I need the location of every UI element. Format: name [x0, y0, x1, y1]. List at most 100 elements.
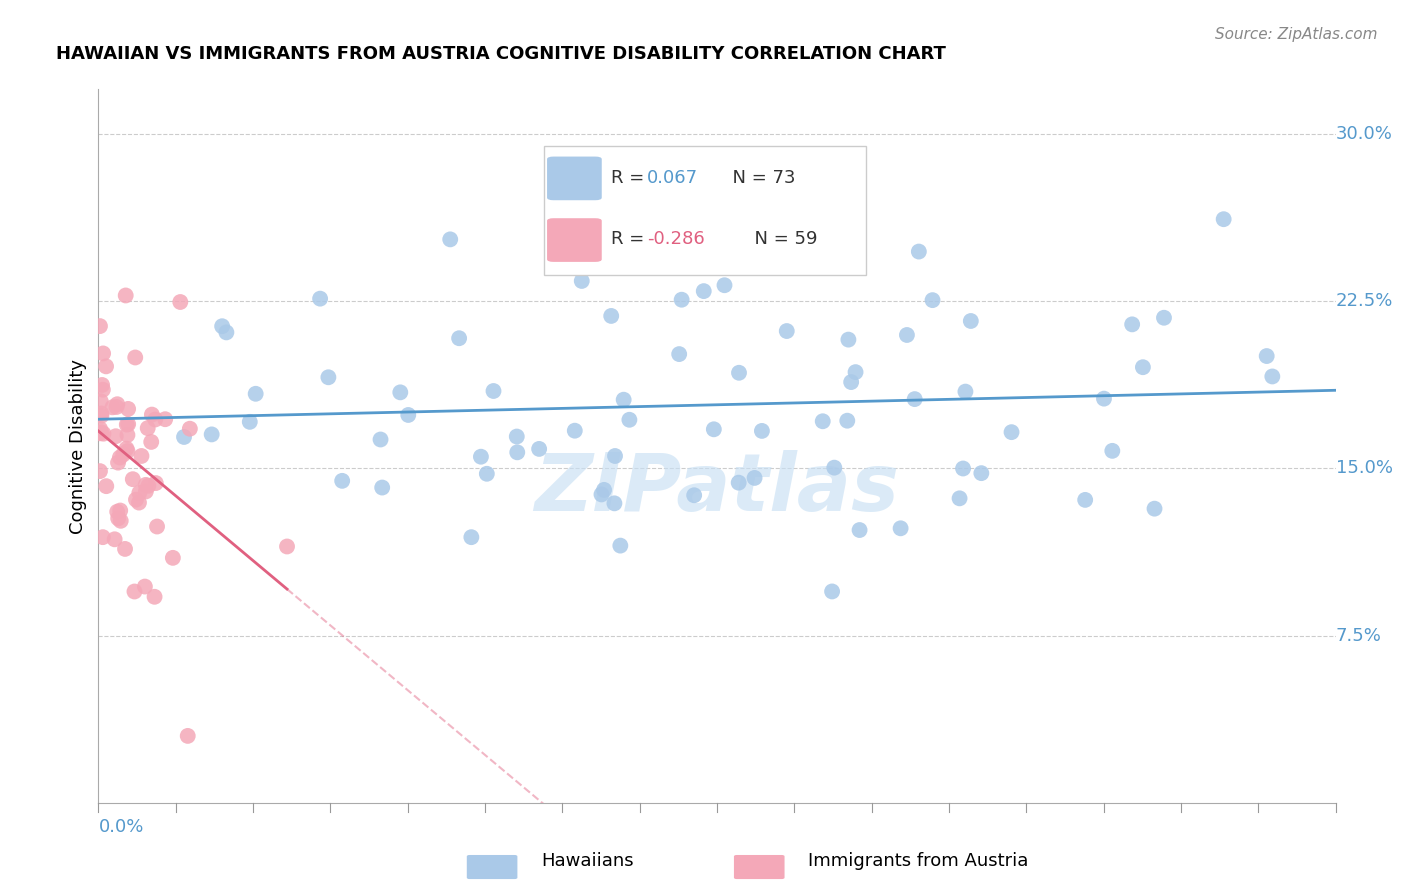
Point: [117, 428, 139, 442]
Point: [276, 540, 298, 554]
Point: [823, 460, 845, 475]
Point: [105, 397, 128, 411]
Text: N = 73: N = 73: [721, 169, 796, 186]
FancyBboxPatch shape: [734, 855, 785, 880]
Point: [603, 496, 626, 510]
Point: [114, 288, 136, 302]
Point: [600, 309, 623, 323]
Point: [728, 366, 751, 380]
Point: [201, 427, 224, 442]
FancyBboxPatch shape: [467, 855, 517, 880]
Point: [482, 384, 505, 398]
Point: [177, 729, 200, 743]
Point: [141, 434, 163, 449]
Point: [107, 456, 129, 470]
Point: [839, 375, 862, 389]
Point: [1000, 425, 1022, 439]
Point: [848, 523, 870, 537]
Point: [239, 415, 262, 429]
Point: [959, 314, 981, 328]
Point: [104, 429, 127, 443]
Point: [173, 430, 195, 444]
Point: [527, 442, 550, 456]
Point: [506, 429, 529, 443]
Point: [591, 487, 613, 501]
Text: 0.0%: 0.0%: [98, 819, 143, 837]
Point: [683, 488, 706, 502]
Point: [844, 365, 866, 379]
Point: [330, 474, 353, 488]
Text: Source: ZipAtlas.com: Source: ZipAtlas.com: [1215, 27, 1378, 42]
Point: [117, 444, 139, 458]
Point: [776, 324, 799, 338]
Point: [952, 461, 974, 475]
Text: 15.0%: 15.0%: [1336, 459, 1393, 477]
FancyBboxPatch shape: [547, 219, 602, 262]
Point: [141, 408, 163, 422]
Y-axis label: Cognitive Disability: Cognitive Disability: [69, 359, 87, 533]
Text: N = 59: N = 59: [744, 230, 818, 248]
Point: [506, 445, 529, 459]
Point: [1212, 212, 1234, 227]
Point: [135, 478, 157, 492]
Point: [115, 417, 138, 432]
Point: [619, 413, 641, 427]
Text: ZIPatlas: ZIPatlas: [534, 450, 900, 528]
Point: [146, 519, 169, 533]
Text: 22.5%: 22.5%: [1336, 292, 1393, 310]
Point: [609, 539, 631, 553]
Point: [837, 414, 859, 428]
Point: [970, 466, 993, 480]
Point: [89, 319, 111, 334]
Point: [145, 476, 167, 491]
Point: [744, 471, 766, 485]
Point: [571, 274, 593, 288]
Point: [110, 514, 132, 528]
Point: [135, 484, 157, 499]
Point: [811, 414, 834, 428]
Point: [89, 426, 111, 441]
Point: [125, 492, 148, 507]
Point: [668, 347, 690, 361]
Point: [124, 584, 146, 599]
Point: [143, 412, 166, 426]
Point: [727, 475, 749, 490]
Point: [101, 401, 124, 415]
Point: [245, 386, 267, 401]
Point: [792, 209, 814, 223]
Point: [93, 426, 115, 441]
Point: [90, 409, 112, 423]
Point: [211, 319, 233, 334]
Point: [703, 422, 725, 436]
Text: -0.286: -0.286: [647, 230, 704, 248]
Point: [89, 422, 111, 436]
Point: [128, 495, 150, 509]
Point: [908, 244, 931, 259]
FancyBboxPatch shape: [547, 157, 602, 200]
Point: [890, 521, 912, 535]
Point: [1074, 492, 1097, 507]
Point: [215, 326, 238, 340]
Point: [107, 511, 129, 525]
Point: [371, 481, 394, 495]
Point: [948, 491, 970, 506]
Point: [470, 450, 492, 464]
Point: [564, 424, 586, 438]
Point: [104, 533, 127, 547]
Point: [124, 351, 146, 365]
Point: [1261, 369, 1284, 384]
Point: [90, 407, 112, 421]
Point: [613, 392, 636, 407]
Point: [112, 447, 135, 461]
Point: [1121, 318, 1143, 332]
Point: [603, 449, 626, 463]
Point: [105, 505, 128, 519]
Point: [121, 472, 143, 486]
Point: [921, 293, 943, 307]
Point: [162, 550, 184, 565]
Point: [105, 400, 128, 414]
Point: [389, 385, 412, 400]
Point: [460, 530, 482, 544]
Text: R =: R =: [612, 230, 651, 248]
Point: [143, 590, 166, 604]
